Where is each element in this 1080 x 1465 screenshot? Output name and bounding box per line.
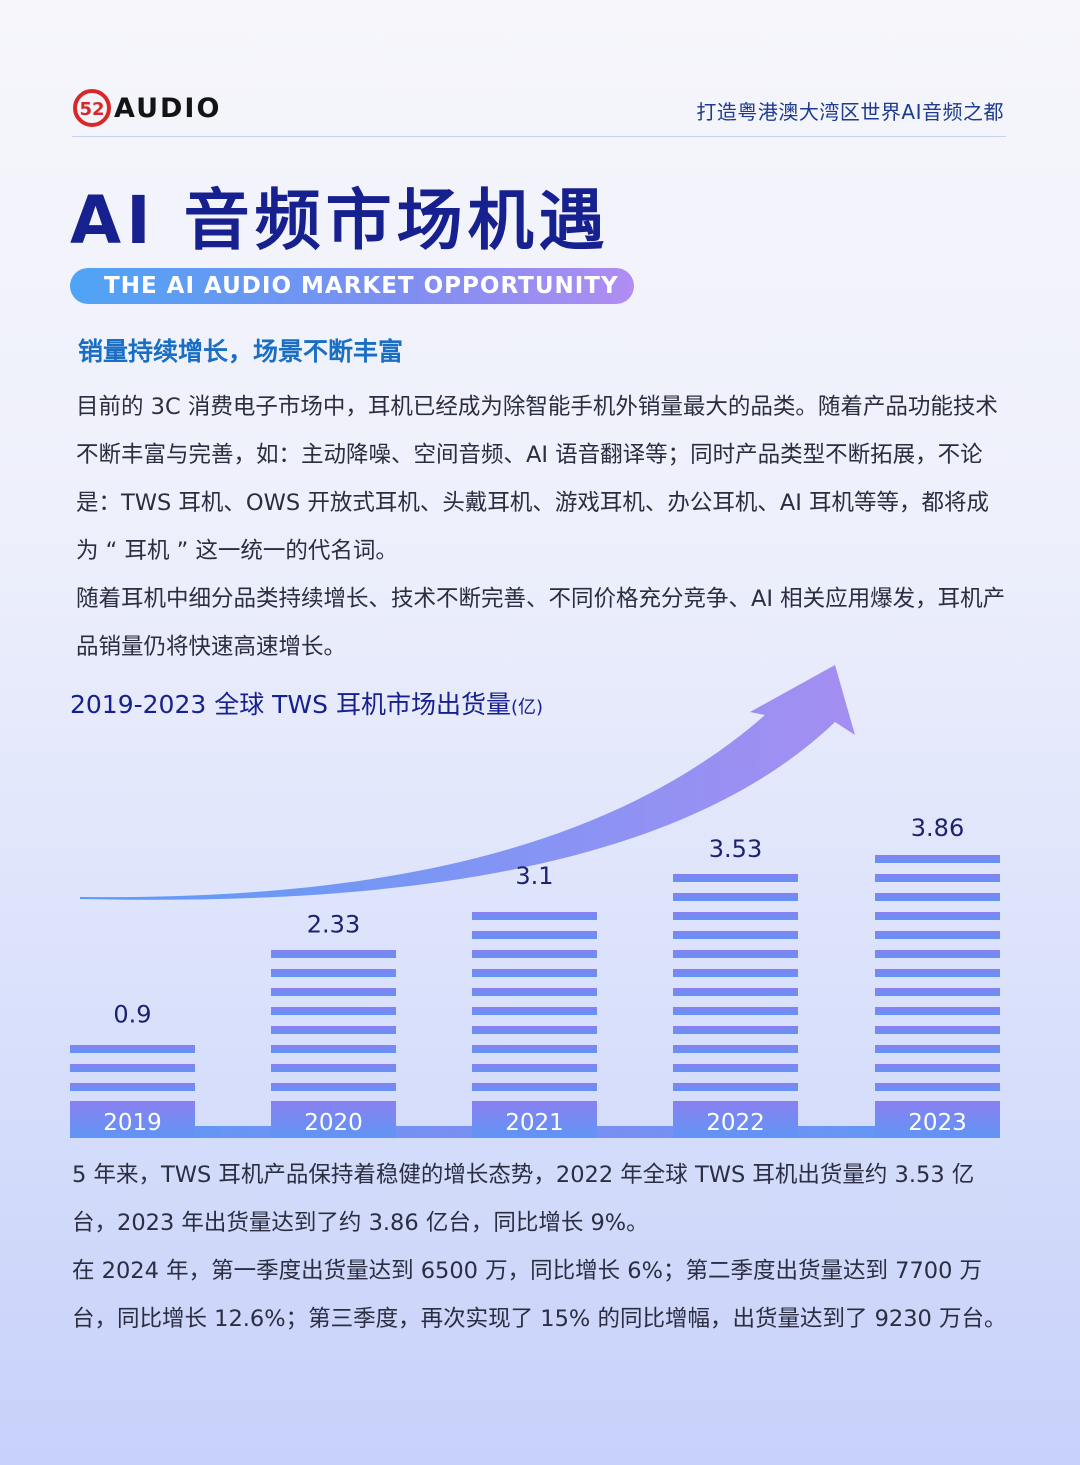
chart-unit: (亿) [510,697,544,718]
bar-2019: 2019 0.9 [70,1000,195,1138]
data-label: 2.33 [307,910,360,938]
bar-stripe [472,1083,597,1091]
page-header: 52 AUDIO 打造粤港澳大湾区世界AI音频之都 [72,88,1006,137]
slogan: 打造粤港澳大湾区世界AI音频之都 [696,100,1004,124]
bar-stripe [673,912,798,920]
summary-paragraph-2: 在 2024 年，第一季度出货量达到 6500 万，同比增长 6%；第二季度出货… [72,1258,1007,1332]
bar-stripe [472,1064,597,1072]
bar-stripe [271,988,396,996]
bar-stripe [875,1007,1000,1015]
bar-stripe [875,1026,1000,1034]
bar-stripe [875,1083,1000,1091]
bar-stripe [875,950,1000,958]
page-title: AI 音频市场机遇 [70,182,610,259]
bar-2022: 2022 3.53 [673,835,798,1138]
x-tick-label: 2021 [505,1110,564,1136]
bar-stripe [875,855,1000,863]
x-tick-label: 2023 [908,1110,967,1136]
bar-stripe [271,1083,396,1091]
bar-stripe [472,950,597,958]
chart-title-text: 2019-2023 全球 TWS 耳机市场出货量 [70,690,511,719]
data-label: 3.86 [911,814,964,842]
bar-stripe [472,1026,597,1034]
data-label: 3.53 [709,835,762,863]
chart-title: 2019-2023 全球 TWS 耳机市场出货量(亿) [70,686,543,727]
bar-stripe [271,1064,396,1072]
bar-stripe [673,969,798,977]
brand-logo[interactable]: 52 AUDIO [72,88,221,128]
x-tick-label: 2019 [103,1110,162,1136]
data-label: 0.9 [113,1000,151,1028]
english-subtitle: THE AI AUDIO MARKET OPPORTUNITY [104,273,619,299]
summary-paragraph-1: 5 年来，TWS 耳机产品保持着稳健的增长态势，2022 年全球 TWS 耳机出… [72,1162,975,1236]
summary-text: 5 年来，TWS 耳机产品保持着稳健的增长态势，2022 年全球 TWS 耳机出… [72,1151,1012,1343]
bar-stripe [673,1026,798,1034]
bar-stripe [875,1045,1000,1053]
bar-stripe [673,1045,798,1053]
svg-text:52: 52 [79,99,104,120]
x-tick-label: 2022 [706,1110,765,1136]
bar-stripe [673,950,798,958]
bar-stripe [271,1026,396,1034]
bar-stripe [472,931,597,939]
bar-stripe [70,1045,195,1053]
bar-year-block [673,1101,798,1138]
data-label: 3.1 [515,862,553,890]
intro-text: 目前的 3C 消费电子市场中，耳机已经成为除智能手机外销量最大的品类。随着产品功… [76,383,1010,671]
bar-stripe [271,1007,396,1015]
bar-year-block [70,1101,195,1138]
bar-stripe [875,969,1000,977]
growth-arrow [80,665,855,900]
bar-2021: 2021 3.1 [472,862,597,1138]
x-tick-label: 2020 [304,1110,363,1136]
bar-stripe [875,912,1000,920]
bar-stripe [673,1007,798,1015]
bar-stripe [875,1064,1000,1072]
bar-stripe [875,893,1000,901]
bar-year-block [271,1101,396,1138]
bar-stripe [271,969,396,977]
bar-stripe [271,950,396,958]
bar-stripe [70,1064,195,1072]
growth-arrow-shape [80,665,855,900]
bar-year-block [472,1101,597,1138]
bar-2023: 2023 3.86 [875,814,1000,1138]
bar-stripe [673,1064,798,1072]
bar-2020: 2020 2.33 [271,910,396,1138]
bar-stripe [875,931,1000,939]
bar-year-block [875,1101,1000,1138]
intro-paragraph-2: 随着耳机中细分品类持续增长、技术不断完善、不同价格充分竞争、AI 相关应用爆发，… [76,586,1006,660]
logo-mark-icon: 52 [73,89,111,127]
bar-stripe [673,893,798,901]
bar-stripe [472,988,597,996]
bar-stripe [472,1007,597,1015]
section-heading: 销量持续增长，场景不断丰富 [78,337,404,366]
bar-stripe [875,874,1000,882]
bar-stripe [673,931,798,939]
bar-stripe [673,1083,798,1091]
bar-stripe [673,988,798,996]
bar-stripe [271,1045,396,1053]
bar-stripe [875,988,1000,996]
bar-stripe [472,912,597,920]
intro-paragraph-1: 目前的 3C 消费电子市场中，耳机已经成为除智能手机外销量最大的品类。随着产品功… [76,394,998,564]
bar-stripe [472,1045,597,1053]
logo-text: AUDIO [114,92,222,124]
english-subtitle-pill: THE AI AUDIO MARKET OPPORTUNITY [70,268,634,304]
bar-stripe [70,1083,195,1091]
bar-stripe [472,969,597,977]
bar-stripe [673,874,798,882]
